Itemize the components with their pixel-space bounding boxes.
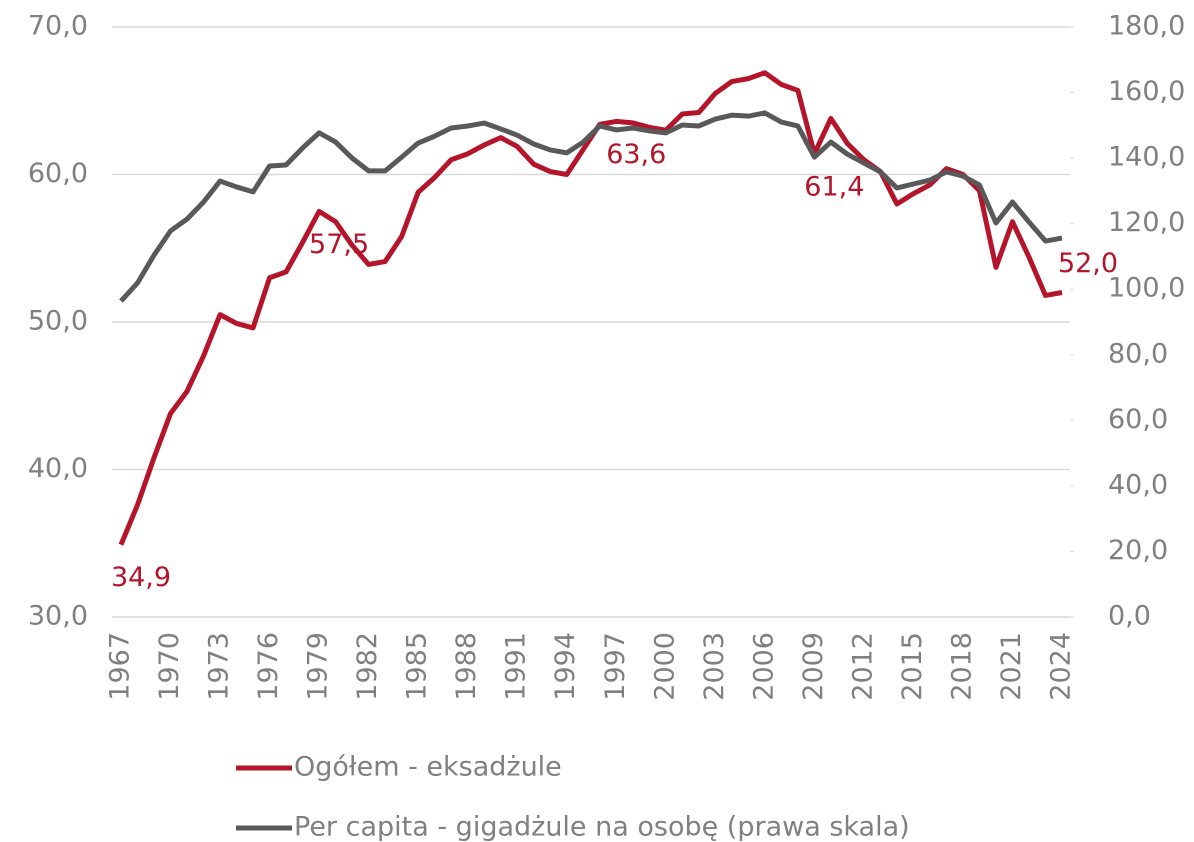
x-tick-label: 2012 <box>847 632 878 701</box>
data-label: 63,6 <box>606 139 666 170</box>
x-tick-label: 2021 <box>996 632 1027 701</box>
x-tick-label: 1976 <box>253 632 284 701</box>
data-label: 57,5 <box>309 229 369 260</box>
x-tick-label: 1973 <box>204 632 235 701</box>
data-label: 61,4 <box>804 171 864 202</box>
x-tick-label: 1988 <box>451 632 482 701</box>
y-tick-label: 40,0 <box>28 453 88 484</box>
legend-label: Ogółem - eksadżule <box>294 752 562 783</box>
y2-tick-label: 40,0 <box>1108 469 1168 500</box>
y2-tick-label: 100,0 <box>1108 273 1185 304</box>
y2-tick-label: 180,0 <box>1108 11 1185 42</box>
y-tick-label: 70,0 <box>28 11 88 42</box>
x-tick-label: 1985 <box>402 632 433 701</box>
y2-tick-label: 160,0 <box>1108 76 1185 107</box>
x-tick-label: 2009 <box>798 632 829 701</box>
x-tick-label: 1994 <box>550 632 581 701</box>
series-line <box>118 70 1063 546</box>
y2-tick-label: 80,0 <box>1108 338 1168 369</box>
y2-tick-label: 140,0 <box>1108 142 1185 173</box>
y2-tick-label: 0,0 <box>1108 601 1151 632</box>
y2-tick-label: 60,0 <box>1108 404 1168 435</box>
data-label: 34,9 <box>111 562 171 593</box>
y-tick-label: 60,0 <box>28 158 88 189</box>
x-tick-label: 2018 <box>946 632 977 701</box>
x-tick-label: 1967 <box>105 632 136 701</box>
x-tick-label: 1997 <box>600 632 631 701</box>
x-tick-label: 2024 <box>1046 632 1077 701</box>
y2-tick-label: 20,0 <box>1108 535 1168 566</box>
data-label: 52,0 <box>1058 248 1118 279</box>
x-tick-label: 2015 <box>897 632 928 701</box>
y2-tick-label: 120,0 <box>1108 207 1185 238</box>
y-tick-label: 30,0 <box>28 601 88 632</box>
y-tick-label: 50,0 <box>28 306 88 337</box>
x-tick-label: 1991 <box>501 632 532 701</box>
x-tick-label: 1970 <box>154 632 185 701</box>
x-tick-label: 2006 <box>748 632 779 701</box>
x-tick-label: 1982 <box>352 632 383 701</box>
series-line <box>119 110 1063 303</box>
x-tick-label: 1979 <box>303 632 334 701</box>
legend-label: Per capita - gigadżule na osobę (prawa s… <box>294 812 910 842</box>
x-tick-label: 2003 <box>699 632 730 701</box>
x-tick-label: 2000 <box>649 632 680 701</box>
